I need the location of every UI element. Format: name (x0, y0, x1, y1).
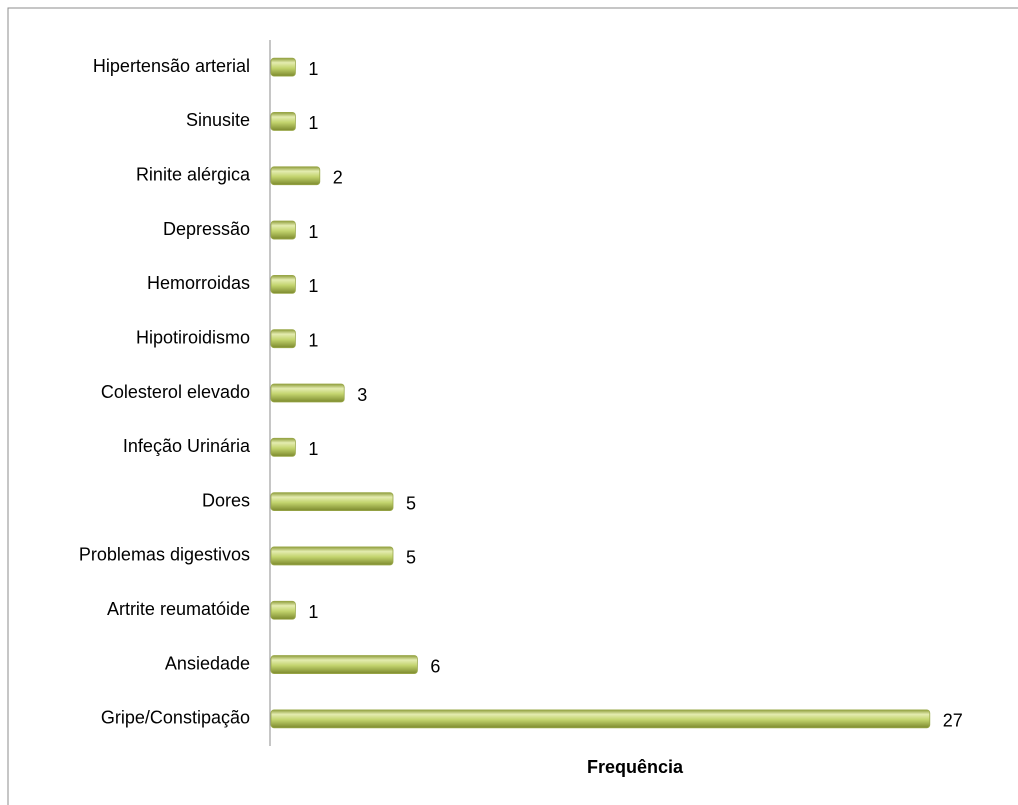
data-label: 1 (308, 113, 318, 133)
y-tick-label: Dores (202, 490, 250, 510)
bar (270, 709, 931, 729)
data-label: 1 (308, 222, 318, 242)
bar (270, 166, 321, 186)
data-label: 1 (308, 330, 318, 350)
y-tick-label: Hemorroidas (147, 273, 250, 293)
bar (270, 274, 296, 294)
y-tick-label: Artrite reumatóide (107, 599, 250, 619)
data-label: 6 (430, 656, 440, 676)
data-label: 5 (406, 548, 416, 568)
data-label: 1 (308, 602, 318, 622)
data-label: 1 (308, 59, 318, 79)
y-tick-label: Hipertensão arterial (93, 56, 250, 76)
chart-border (7, 7, 1018, 805)
data-label: 3 (357, 385, 367, 405)
bar (270, 546, 394, 566)
data-label: 27 (943, 711, 963, 731)
y-tick-label: Gripe/Constipação (101, 708, 250, 728)
y-tick-label: Infeção Urinária (123, 436, 251, 456)
data-label: 1 (308, 439, 318, 459)
y-tick-label: Ansiedade (165, 653, 250, 673)
y-tick-label: Sinusite (186, 110, 250, 130)
bar (270, 655, 418, 674)
y-tick-label: Rinite alérgica (136, 165, 251, 185)
y-tick-label: Colesterol elevado (101, 382, 250, 402)
y-tick-label: Problemas digestivos (79, 545, 250, 565)
bar (270, 492, 394, 512)
data-label: 1 (308, 276, 318, 296)
bar (270, 600, 296, 620)
bar (270, 383, 345, 403)
data-label: 5 (406, 493, 416, 513)
y-tick-label: Hipotiroidismo (136, 327, 250, 347)
bar (270, 112, 296, 131)
data-label: 2 (333, 168, 343, 188)
x-axis-label: Frequência (587, 757, 684, 777)
y-tick-label: Depressão (163, 219, 250, 239)
bar (270, 329, 296, 349)
bar (270, 437, 296, 457)
bar (270, 57, 296, 77)
bar (270, 220, 296, 240)
